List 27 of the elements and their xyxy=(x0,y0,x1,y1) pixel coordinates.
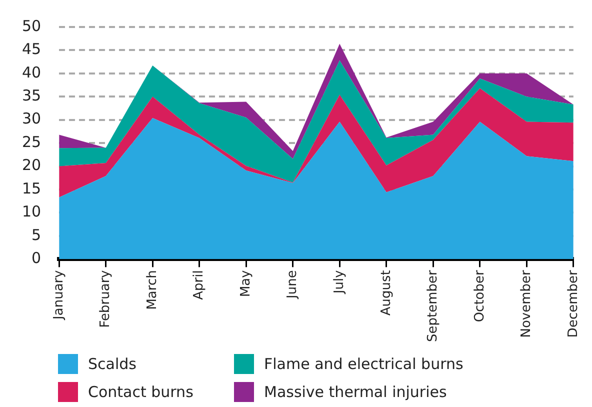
x-tick-label: October xyxy=(472,269,488,322)
legend-label: Massive thermal injuries xyxy=(264,383,447,401)
y-tick-label: 50 xyxy=(22,16,42,35)
x-tick-label: August xyxy=(378,270,394,316)
x-tick-label: May xyxy=(238,270,254,298)
x-tick-label: June xyxy=(285,270,300,300)
y-tick-label: 15 xyxy=(22,179,42,198)
y-tick-label: 20 xyxy=(22,156,42,174)
y-tick-label: 5 xyxy=(32,226,42,244)
x-tick-label: December xyxy=(566,270,581,338)
y-tick-label: 30 xyxy=(22,110,42,128)
legend-label: Scalds xyxy=(88,355,136,373)
legend-label: Flame and electrical burns xyxy=(264,355,464,373)
x-tick-label: April xyxy=(192,270,207,300)
y-tick-label: 35 xyxy=(22,86,42,105)
legend-label: Contact burns xyxy=(88,383,194,401)
x-tick-label: November xyxy=(519,270,534,338)
y-tick-label: 40 xyxy=(22,63,42,82)
y-tick-label: 25 xyxy=(22,132,42,151)
y-tick-label: 45 xyxy=(22,40,42,58)
x-tick-label: March xyxy=(144,270,160,310)
x-tick-label: February xyxy=(98,270,114,328)
x-tick-label: January xyxy=(51,270,66,320)
y-tick-label: 10 xyxy=(22,202,42,221)
y-tick-label: 0 xyxy=(32,249,42,268)
x-tick-label: July xyxy=(332,270,347,295)
x-tick-label: September xyxy=(426,269,441,342)
